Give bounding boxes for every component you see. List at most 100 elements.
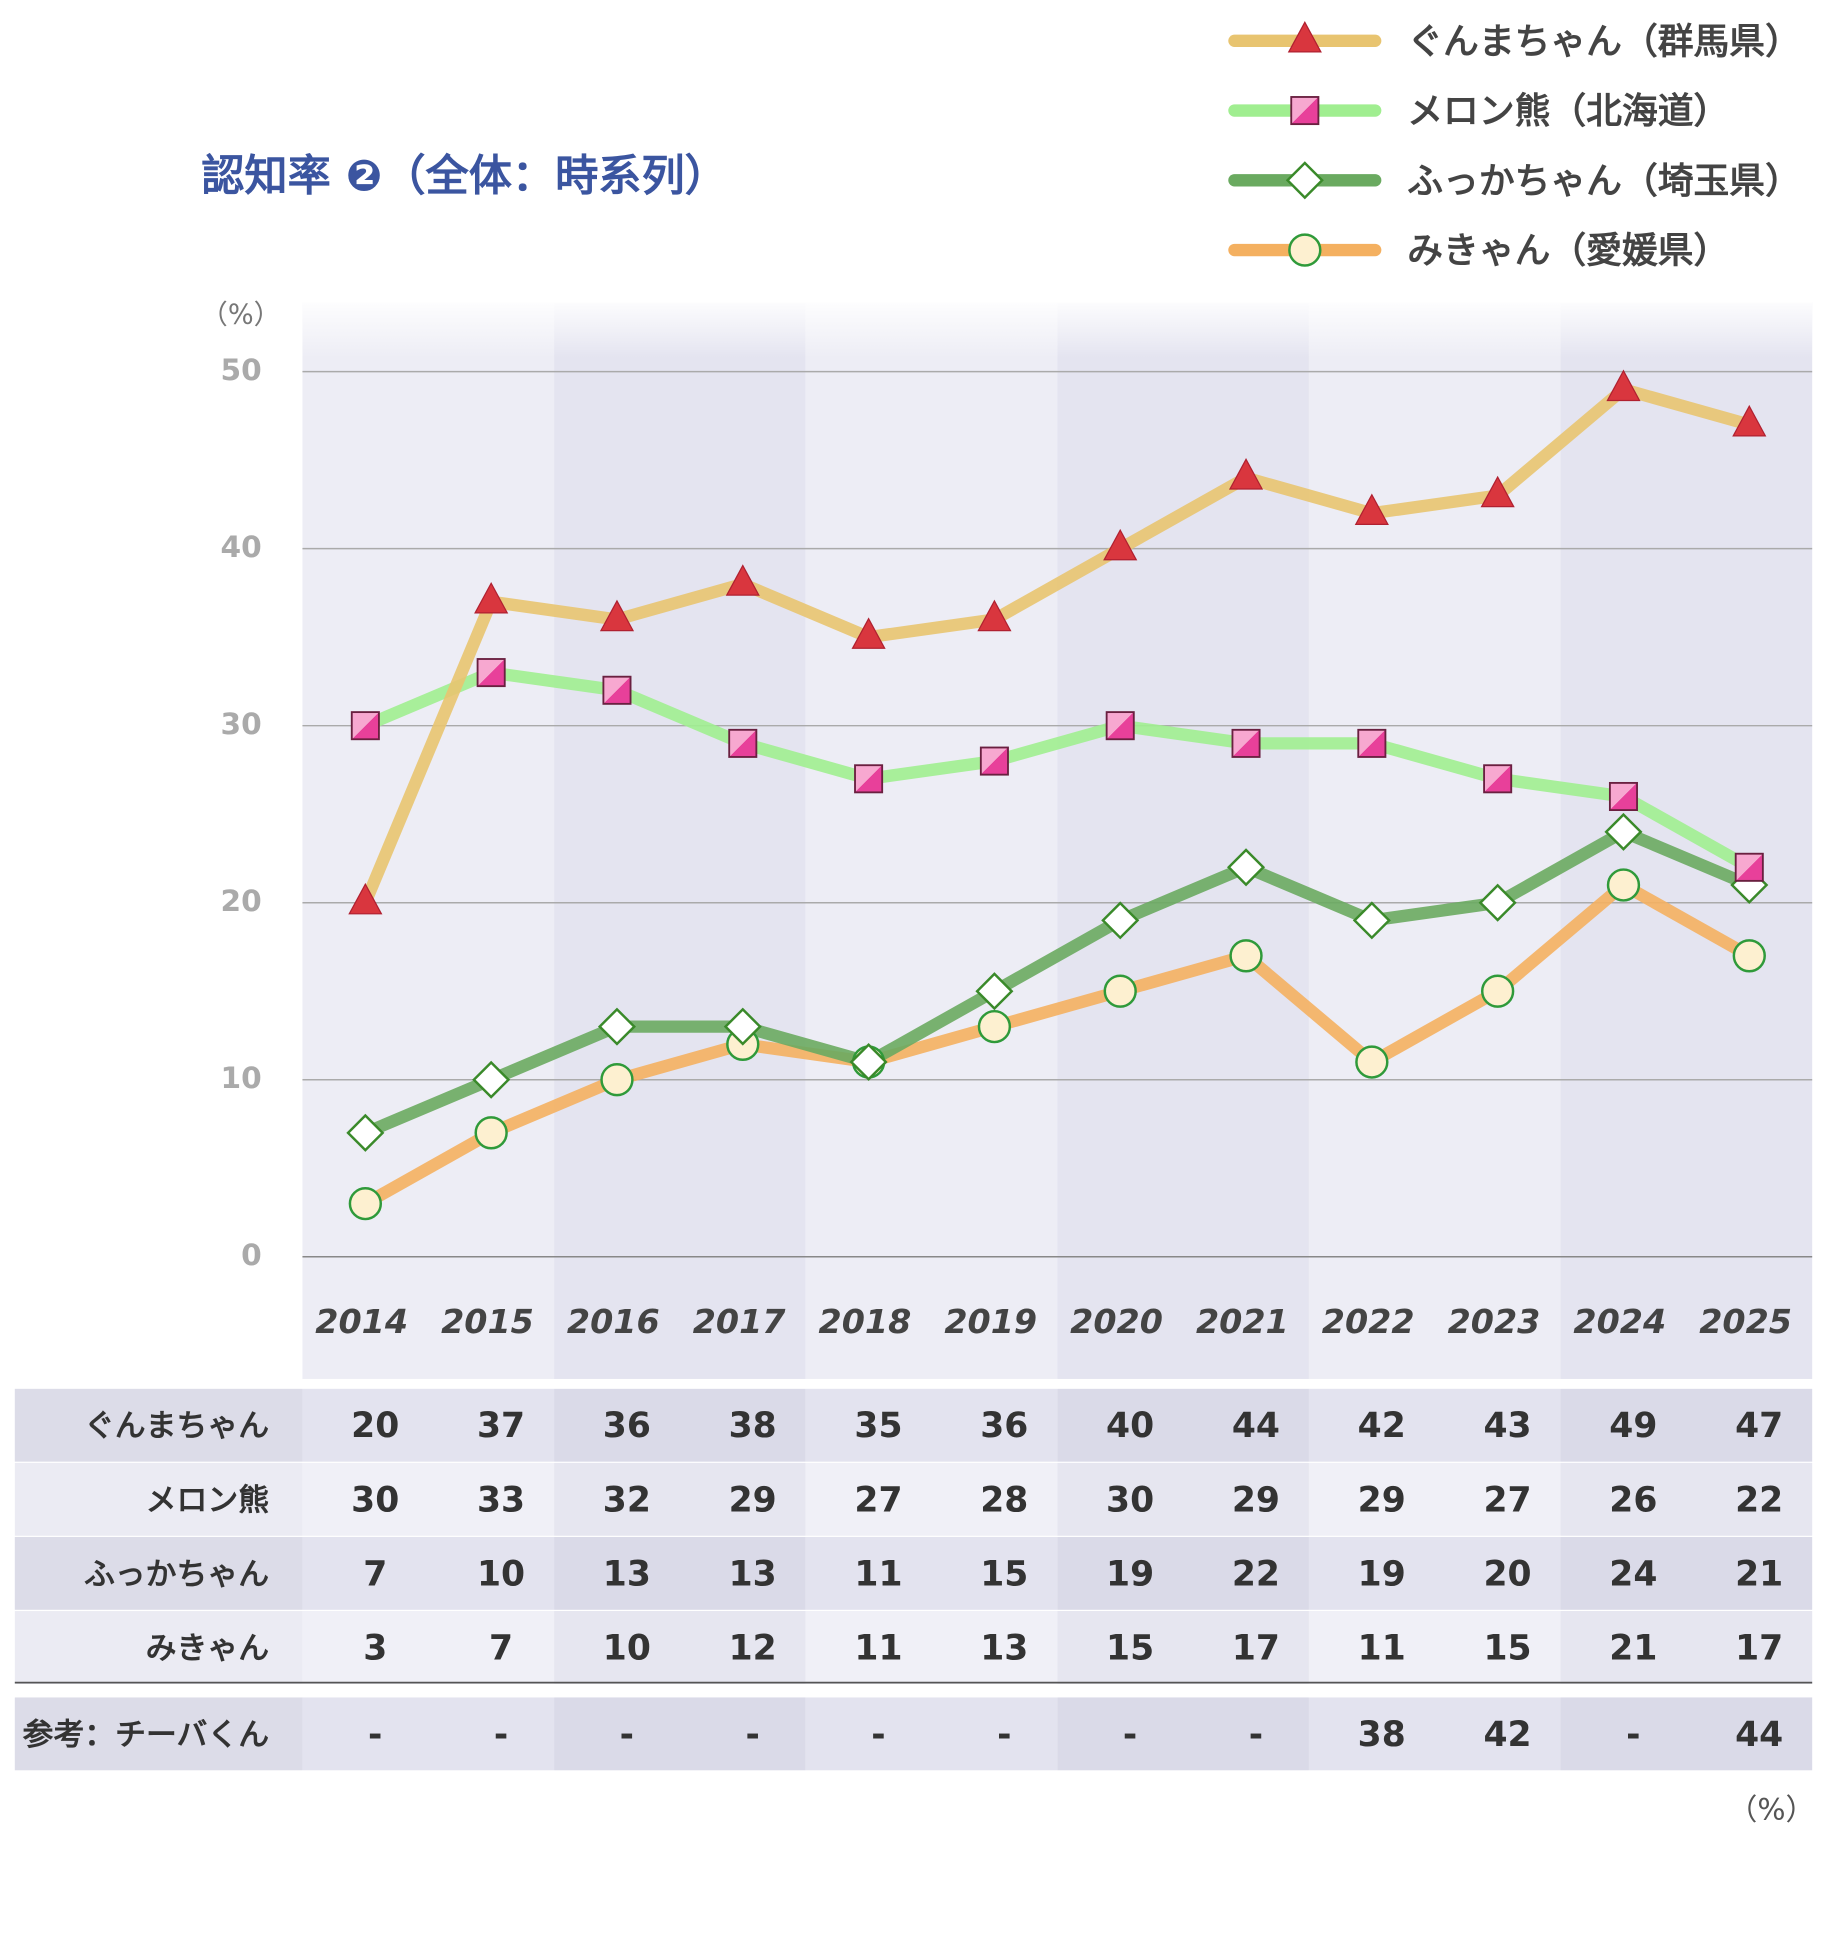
table-cell: 19 [1358,1554,1406,1594]
y-unit: （%） [201,300,281,331]
x-tick-label: 2016 [567,1302,660,1341]
marker-square [1290,96,1320,126]
table-cell: 17 [1232,1628,1280,1668]
table-cell: 36 [980,1406,1028,1446]
table-cell: 15 [1106,1628,1154,1668]
cell-bg [805,1388,1058,1462]
table-cell: 10 [603,1628,651,1668]
cell-bg [1057,1388,1309,1462]
y-tick-label: 40 [220,530,261,564]
table-cell: 35 [854,1406,902,1446]
x-tick-label: 2020 [1070,1302,1163,1341]
row-label: 参考：チーバくん [23,1717,270,1753]
row-label: みきゃん [146,1630,269,1666]
marker-diamond [1352,901,1391,940]
marker-triangle [348,882,383,915]
table-cell: - [871,1715,885,1755]
cell-bg [1560,1697,1813,1771]
x-tick-label: 2015 [441,1302,534,1341]
marker-triangle [1606,369,1641,402]
cell-bg [302,1536,555,1610]
table-cell: 15 [980,1554,1028,1594]
marker-diamond [1285,161,1324,200]
table-cell: 15 [1483,1628,1531,1668]
table-cell: - [368,1715,382,1755]
legend-label: ふっかちゃん（埼玉県） [1407,161,1801,202]
fade [302,296,1813,359]
table-cell: 42 [1358,1406,1406,1446]
column-band [302,302,555,1379]
marker-triangle [1732,404,1767,437]
marker-square [1105,711,1135,741]
marker-triangle [977,599,1012,632]
table-cell: 7 [363,1554,387,1594]
cell-bg [302,1388,555,1462]
table-cell: 12 [729,1628,777,1668]
marker-triangle [474,581,509,614]
cell-bg [1308,1611,1561,1684]
x-tick-label: 2018 [819,1302,912,1341]
marker-square [1357,728,1387,758]
marker-triangle [851,617,886,649]
table-cell: 13 [980,1628,1028,1668]
row-label-bg [14,1697,303,1771]
table-cell: 28 [980,1480,1028,1520]
cell-bg [1560,1536,1813,1610]
table-cell: 33 [477,1480,525,1520]
y-tick-label: 10 [220,1061,261,1095]
marker-square [1483,764,1513,794]
table-cell: 36 [603,1406,651,1446]
table-cell: 29 [1358,1480,1406,1520]
table-cell: - [997,1715,1011,1755]
cell-bg [1057,1697,1309,1771]
marker-diamond [472,1060,511,1099]
marker-diamond [849,1042,888,1082]
cell-bg [1560,1462,1813,1536]
cell-bg [805,1697,1058,1771]
y-tick-label: 20 [220,884,261,918]
x-tick-label: 2025 [1699,1302,1792,1341]
table-cell: 22 [1232,1554,1280,1594]
marker-square [602,675,632,705]
x-tick-label: 2023 [1448,1302,1541,1341]
cell-bg [805,1611,1058,1684]
table-cell: 42 [1483,1715,1531,1755]
cell-bg [1560,1611,1813,1684]
table-cell: 3 [363,1628,387,1668]
table-cell: 30 [351,1480,399,1520]
cell-bg [302,1462,555,1536]
table-cell: 7 [489,1628,513,1668]
marker-square [728,728,758,758]
marker-diamond [1604,812,1643,851]
marker-circle [1355,1045,1389,1079]
marker-triangle [599,599,635,632]
table-cell: 47 [1735,1406,1783,1446]
cell-bg [1308,1536,1561,1610]
table-cell: 13 [603,1554,651,1594]
marker-square [476,658,506,688]
table-cell: 27 [854,1480,902,1520]
column-band [1308,302,1561,1379]
marker-square [1608,781,1638,811]
marker-diamond [1478,883,1517,922]
table-cell: - [745,1715,759,1755]
table-cell: 10 [477,1554,525,1594]
table-cell: 38 [1358,1715,1406,1755]
table-cell: - [1626,1715,1640,1755]
table-cell: 11 [854,1628,902,1668]
marker-square [854,764,884,794]
legend-label: メロン熊（北海道） [1407,91,1729,132]
x-tick-label: 2014 [315,1302,408,1341]
table-cell: 21 [1609,1628,1657,1668]
marker-triangle [1354,493,1389,525]
table-cell: 43 [1483,1406,1531,1446]
column-band [1057,302,1309,1379]
cell-bg [1560,1388,1813,1462]
table-cell: 40 [1106,1406,1154,1446]
cell-bg [1057,1536,1309,1610]
table-cell: 20 [351,1406,399,1446]
cell-bg [302,1611,555,1684]
cell-bg [554,1388,806,1462]
marker-diamond [346,1113,385,1152]
table-cell: - [620,1715,634,1755]
